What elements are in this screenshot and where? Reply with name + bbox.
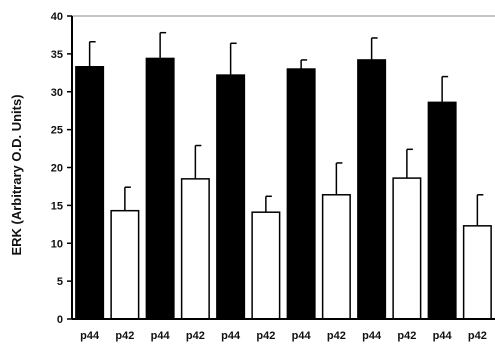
bar-p44 (75, 66, 105, 320)
bar-p44 (357, 59, 387, 320)
y-tick-label: 20 (51, 163, 63, 175)
x-tick-label: p42 (256, 330, 275, 342)
bar-p42 (392, 177, 422, 320)
x-tick-label: p44 (292, 330, 312, 342)
y-tick-label: 5 (57, 276, 63, 288)
bar-p44 (216, 74, 246, 320)
bar-p44 (286, 68, 316, 320)
x-tick-label: p42 (115, 330, 134, 342)
x-tick-label: p44 (362, 330, 382, 342)
x-tick-label: p42 (327, 330, 346, 342)
x-tick-label: p42 (468, 330, 487, 342)
y-tick-label: 10 (51, 238, 63, 250)
y-tick-label: 0 (57, 314, 63, 326)
y-tick-label: 15 (51, 200, 63, 212)
bar-p42 (110, 209, 140, 320)
bar-p42 (180, 178, 210, 320)
x-tick-label: p44 (433, 330, 453, 342)
x-tick-label: p44 (151, 330, 171, 342)
bar-p44 (427, 101, 457, 320)
bar-p44 (145, 57, 175, 320)
y-tick-label: 25 (51, 125, 63, 137)
bar-p42 (462, 225, 492, 320)
bar-p42 (251, 211, 281, 320)
x-tick-label: p42 (397, 330, 416, 342)
y-axis-title: ERK (Arbitrary O.D. Units) (9, 94, 24, 255)
x-tick-label: p44 (221, 330, 241, 342)
y-tick-label: 30 (51, 87, 63, 99)
x-tick-label: p42 (186, 330, 205, 342)
y-tick-label: 40 (51, 11, 63, 23)
y-tick-label: 35 (51, 49, 63, 61)
x-tick-label: p44 (80, 330, 100, 342)
bar-p42 (321, 194, 351, 320)
